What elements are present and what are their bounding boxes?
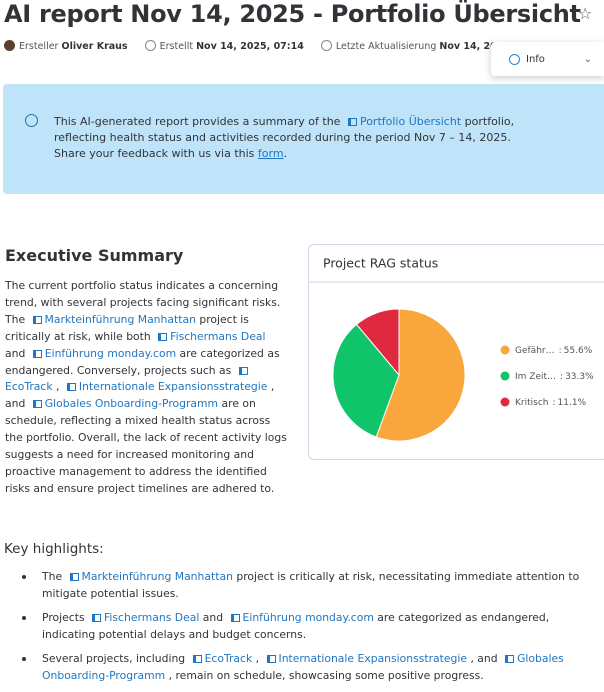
ai-banner: This AI-generated report provides a summ… (3, 84, 604, 194)
summary-heading: Executive Summary (5, 246, 184, 265)
legend-value: 33.3% (565, 372, 594, 382)
creator: Oliver Kraus (61, 41, 128, 52)
updated: Nov 14, 2025 (439, 41, 510, 52)
summary-paragraph: The current portfolio status indicates a… (5, 278, 289, 498)
legend-entry: Kritisch:11.1% (515, 398, 587, 408)
created-label: Erstellt (159, 41, 194, 52)
link[interactable]: Globales Onboarding-Programm (29, 397, 218, 410)
pie-slice (355, 308, 400, 377)
text: are categorized as endangered, indicatin… (42, 611, 550, 641)
banner-icon (25, 114, 38, 127)
favorite-star[interactable]: ☆ (578, 4, 593, 23)
link[interactable]: Internationale Expansionsstrategie (263, 652, 468, 665)
avatar (4, 40, 15, 51)
created: Nov 14, 2025, 07:14 (196, 41, 304, 52)
chevron: ⌄ (583, 53, 592, 65)
info-icon (509, 53, 520, 65)
text: Share your feedback with us via this (54, 147, 258, 160)
text: This AI-generated report provides a summ… (54, 115, 344, 128)
text: The current portfolio status indicates a… (5, 279, 281, 326)
highlights-list: The Markteinführung Manhattan project is… (22, 568, 592, 691)
report-title: AI report Nov 14, 2025 - Portfolio Übers… (4, 0, 581, 28)
link[interactable]: Fischermans Deal (88, 611, 199, 624)
text: are on schedule, reflecting a mixed heal… (5, 397, 287, 495)
text: project is critically at risk, necessita… (42, 570, 580, 600)
link[interactable]: Fischermans Deal (154, 330, 265, 343)
created-icon (144, 40, 156, 51)
link[interactable]: Portfolio Übersicht (344, 115, 461, 128)
legend-name: Im Zeit… (515, 372, 556, 382)
highlights-heading: Key highlights: (4, 541, 104, 557)
link[interactable]: Globales Onboarding-Programm (42, 652, 564, 682)
link[interactable]: Einführung monday.com (29, 347, 176, 360)
link[interactable]: EcoTrack (5, 364, 251, 393)
legend-dot (500, 345, 510, 355)
highlight-item: The Markteinführung Manhattan project is… (22, 568, 592, 602)
text: . (283, 147, 288, 160)
link[interactable]: Markteinführung Manhattan (29, 313, 196, 326)
pie-slice (332, 323, 400, 438)
chart-card: Project RAG status Gefähr…:55.6% Im Zeit…… (308, 244, 604, 460)
banner-line: Share your feedback with us via this for… (54, 146, 544, 162)
legend-separator: : (560, 372, 563, 382)
legend-dot (500, 397, 510, 407)
updated-label: Letzte Aktualisierung (335, 41, 437, 52)
link[interactable]: Internationale Expansionsstrategie (63, 380, 268, 393)
text: , remain on schedule, showcasing some po… (165, 669, 484, 682)
pie-slice (375, 308, 466, 442)
meta-line: Ersteller Oliver Kraus Erstellt Nov 14, … (4, 40, 510, 52)
text: , (252, 652, 263, 665)
text: , and (5, 380, 275, 411)
legend-value: 11.1% (558, 398, 587, 408)
legend-name: Kritisch (515, 398, 548, 408)
text: The (42, 570, 66, 583)
legend-entry: Im Zeit…:33.3% (515, 372, 594, 382)
link[interactable]: EcoTrack (189, 652, 253, 665)
legend-name: Gefähr… (515, 346, 555, 356)
legend-value: 55.6% (564, 346, 593, 356)
text: portfolio, reflecting health status and … (54, 115, 515, 144)
highlight-item: Projects Fischermans Deal and Einführung… (22, 609, 592, 643)
text: are categorized as endangered. Conversel… (5, 346, 280, 377)
text: and (5, 346, 29, 360)
legend-dot (500, 371, 510, 381)
text: and (199, 611, 227, 624)
link[interactable]: Einführung monday.com (227, 611, 374, 624)
link[interactable]: Markteinführung Manhattan (66, 570, 233, 583)
info-label: Info (526, 53, 545, 65)
link[interactable]: form (257, 147, 284, 160)
text: , and (467, 652, 502, 665)
chart-title: Project RAG status (323, 256, 438, 271)
legend-entry: Gefähr…:55.6% (515, 346, 593, 356)
text: , (52, 380, 63, 394)
creator-label: Ersteller (19, 41, 59, 52)
banner-line: This AI-generated report provides a summ… (54, 114, 544, 146)
text: Several projects, including (42, 652, 189, 665)
legend-separator: : (552, 398, 555, 408)
text: Projects (42, 611, 88, 624)
text: project is critically at risk, while bot… (5, 312, 249, 343)
legend-separator: : (559, 346, 562, 356)
highlight-item: Several projects, including EcoTrack , I… (22, 650, 592, 684)
info-button[interactable]: Info ⌄ (491, 42, 604, 76)
chart: Project RAG status Gefähr…:55.6%Im Zeit…… (309, 256, 604, 442)
updated-icon (320, 40, 332, 51)
